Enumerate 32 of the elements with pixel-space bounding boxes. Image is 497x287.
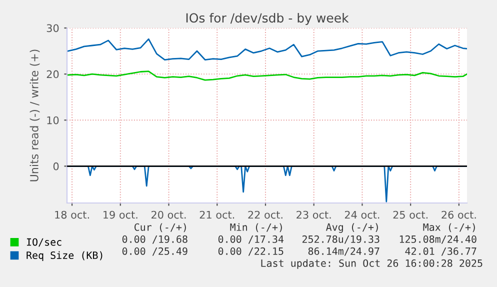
text: Max (-/+) <box>423 223 475 232</box>
text: 0.00 /22.15 <box>218 247 284 256</box>
y-tick-label: 10 <box>47 116 59 124</box>
y-tick-label: 0 <box>53 162 59 170</box>
y-tick-label: 30 <box>46 24 59 32</box>
x-tick-label: 26 oct. <box>442 210 476 219</box>
text: 42.01 /36.77 <box>405 247 476 256</box>
x-tick-label: 18 oct. <box>55 210 89 219</box>
x-tick-label: 23 oct. <box>296 210 331 219</box>
x-tick-label: 25 oct. <box>393 210 428 219</box>
text: Last update: Sun Oct 26 16:00:28 2025 <box>261 259 482 269</box>
text: 86.14m/24.97 <box>308 247 380 256</box>
text: 125.08m/24.40 <box>400 235 476 244</box>
x-tick-label: 19 oct. <box>104 210 138 219</box>
text: 0.00 /17.34 <box>218 235 284 244</box>
legend-label: Req Size (KB) <box>26 251 102 261</box>
line-series <box>67 38 467 60</box>
text: Avg (-/+) <box>326 223 378 233</box>
chart-title: IOs for /dev/sdb - by week <box>186 12 349 26</box>
text: Min (-/+) <box>230 223 282 232</box>
text: 0.00 /25.49 <box>122 247 188 256</box>
legend-label: IO/sec <box>26 238 62 247</box>
text: Cur (-/+) <box>134 223 186 232</box>
x-tick-label: 22 oct. <box>248 210 282 219</box>
text: 252.78u/19.33 <box>302 235 380 244</box>
x-tick-label: 24 oct. <box>344 210 380 219</box>
y-tick-label: 20 <box>46 70 59 78</box>
text: 0.00 /19.68 <box>122 235 188 244</box>
line-series <box>67 70 467 81</box>
x-tick-label: 20 oct. <box>151 210 186 219</box>
x-tick-label: 21 oct. <box>200 210 234 219</box>
y-axis-title: Units read (-) / write (+) <box>30 50 40 182</box>
